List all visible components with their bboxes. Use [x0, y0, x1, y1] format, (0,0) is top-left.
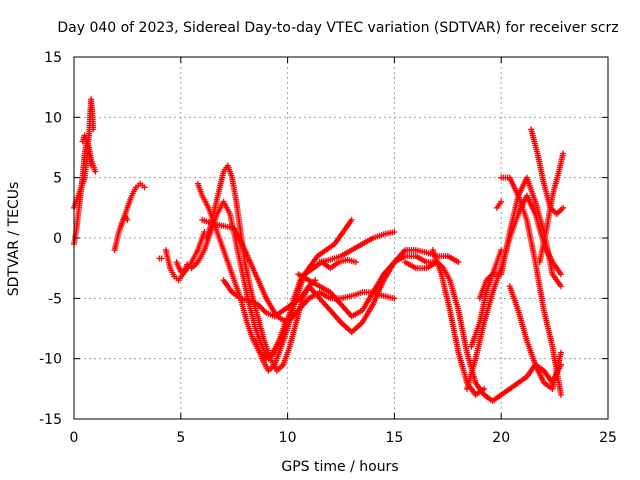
data-point [258, 305, 265, 312]
series-arc-01 [71, 138, 99, 248]
data-point [391, 295, 398, 302]
series-arc-06 [117, 213, 131, 229]
series-arc-04 [79, 132, 95, 169]
x-tick-label: 0 [70, 430, 79, 446]
series-arc-02 [71, 174, 88, 211]
data-point [348, 216, 355, 223]
data-point [260, 306, 267, 313]
data-point [558, 271, 565, 278]
series-arc-26 [528, 126, 567, 217]
series-arc-07 [156, 255, 165, 262]
chart-title: Day 040 of 2023, Sidereal Day-to-day VTE… [57, 20, 618, 36]
data-point [257, 304, 264, 311]
y-tick-label: -10 [39, 352, 62, 368]
y-tick-label: 5 [53, 171, 62, 187]
axis-ticks: 0 5 10 15 20 25 -15 -10 -5 0 5 10 15 [39, 50, 617, 446]
x-tick-label: 25 [599, 430, 617, 446]
data-point [498, 198, 505, 205]
data-point [88, 162, 95, 169]
data-point [498, 247, 505, 254]
data-point [455, 259, 462, 266]
series-arc-09 [173, 228, 208, 275]
x-axis-label: GPS time / hours [281, 459, 398, 475]
data-points [71, 96, 567, 404]
data-point [158, 255, 165, 262]
x-tick-label: 5 [176, 430, 185, 446]
data-point [558, 283, 565, 290]
series-arc-17 [305, 247, 462, 336]
series-arc-05 [111, 180, 148, 254]
series-arc-23 [468, 247, 505, 350]
x-tick-label: 10 [279, 430, 297, 446]
data-point [560, 150, 567, 157]
data-point [124, 216, 131, 223]
y-tick-label: 0 [53, 231, 62, 247]
y-axis-label: SDTVAR / TECUs [6, 182, 22, 297]
data-point [305, 265, 312, 272]
y-tick-label: -5 [48, 291, 62, 307]
series-arc-27 [506, 283, 565, 392]
data-point [92, 168, 99, 175]
data-point [558, 349, 565, 356]
data-point [90, 126, 97, 133]
data-point [391, 228, 398, 235]
data-point [558, 391, 565, 398]
series-arc-08 [162, 247, 191, 284]
y-tick-label: 15 [44, 50, 62, 66]
x-tick-label: 15 [385, 430, 403, 446]
series-arc-21 [464, 192, 565, 392]
y-tick-label: 10 [44, 110, 62, 126]
series-arc-22 [476, 174, 565, 302]
x-tick-label: 20 [492, 430, 510, 446]
series-arc-18 [316, 228, 398, 266]
series-arc-28 [536, 150, 567, 266]
data-point [352, 259, 359, 266]
data-point [141, 184, 148, 191]
series-arc-15 [252, 265, 312, 374]
series-arc-24 [493, 198, 505, 211]
y-tick-label: -15 [39, 412, 62, 428]
data-point [560, 204, 567, 211]
data-point [481, 385, 488, 392]
series-arc-03 [81, 96, 97, 181]
